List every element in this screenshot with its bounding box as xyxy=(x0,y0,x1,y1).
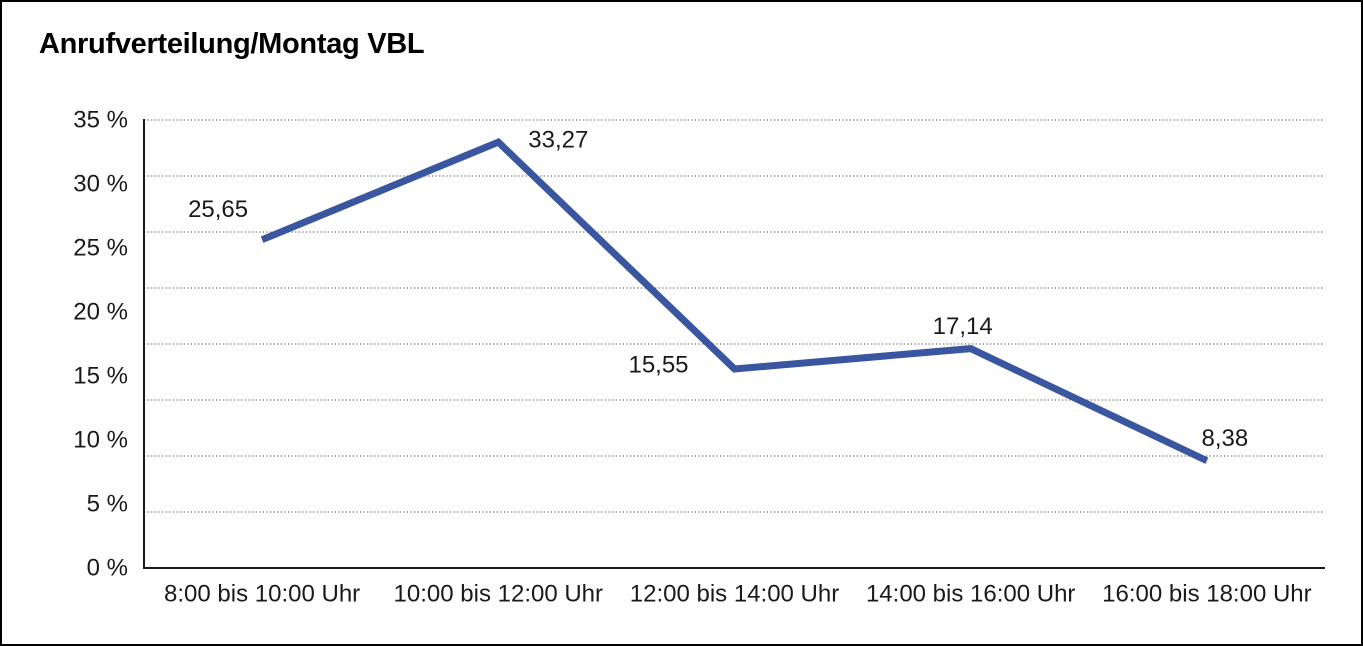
y-axis-tick-label: 0 % xyxy=(87,555,128,582)
y-axis-tick-label: 20 % xyxy=(73,299,128,326)
x-axis-tick-label: 12:00 bis 14:00 Uhr xyxy=(630,581,839,608)
data-label: 33,27 xyxy=(528,127,588,154)
data-label: 25,65 xyxy=(188,196,248,223)
y-axis-tick-label: 5 % xyxy=(87,491,128,518)
y-axis-tick-label: 30 % xyxy=(73,171,128,198)
series-line xyxy=(260,138,1209,464)
y-axis-tick-label: 35 % xyxy=(73,107,128,134)
x-axis-tick-label: 8:00 bis 10:00 Uhr xyxy=(164,581,360,608)
y-axis-tick-label: 25 % xyxy=(73,235,128,262)
data-label: 15,55 xyxy=(628,351,688,378)
y-axis-tick-label: 15 % xyxy=(73,363,128,390)
x-axis-tick-label: 16:00 bis 18:00 Uhr xyxy=(1102,581,1311,608)
x-axis-tick-label: 10:00 bis 12:00 Uhr xyxy=(394,581,603,608)
x-axis-tick-label: 14:00 bis 16:00 Uhr xyxy=(866,581,1075,608)
y-axis-tick-label: 10 % xyxy=(73,427,128,454)
chart-title: Anrufverteilung/Montag VBL xyxy=(39,28,425,60)
data-label: 8,38 xyxy=(1202,425,1249,452)
data-label: 17,14 xyxy=(933,313,993,340)
